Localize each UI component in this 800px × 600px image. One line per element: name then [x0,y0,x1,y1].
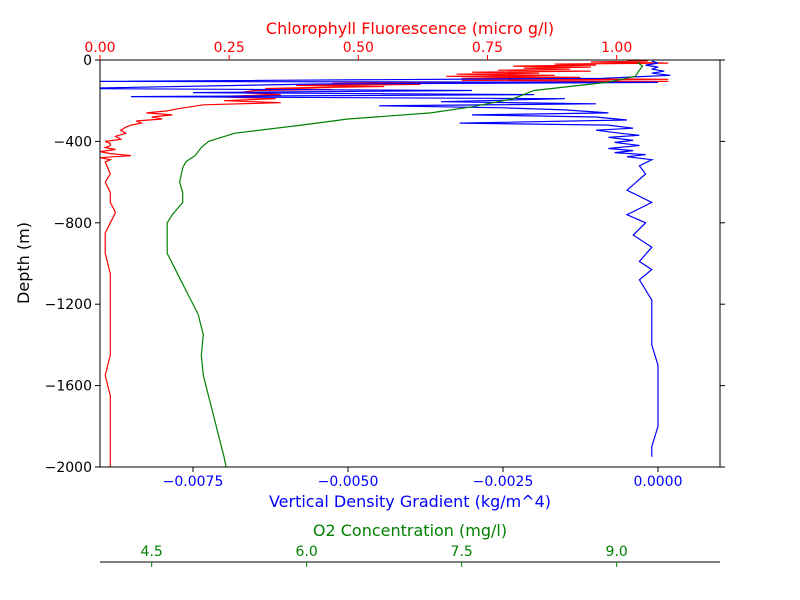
chlorophyll-tick-label: 1.00 [601,40,632,56]
o2-line [166,61,644,467]
density-tick-label: −0.0075 [163,474,224,490]
density-axis-label: Vertical Density Gradient (kg/m^4) [269,492,551,511]
y-tick-label: 0 [83,53,92,69]
density-tick-label: −0.0025 [473,474,534,490]
y-tick-label: −2000 [45,460,92,476]
chlorophyll-tick-label: 0.75 [472,40,503,56]
chlorophyll-axis-ticks: 0.00 0.25 0.50 0.75 1.00 [84,40,632,60]
chlorophyll-tick-label: 0.00 [84,40,115,56]
o2-tick-label: 6.0 [296,544,318,560]
o2-tick-label: 7.5 [451,544,473,560]
o2-axis-ticks: 4.5 6.0 7.5 9.0 [141,544,628,567]
y-axis-ticks: 0 −400 −800 −1200 −1600 −2000 [45,53,725,476]
chlorophyll-line [100,60,669,467]
y-tick-label: −1200 [45,297,92,313]
density-tick-label: −0.0050 [318,474,379,490]
y-axis-label: Depth (m) [14,222,33,304]
chlorophyll-tick-label: 0.25 [214,40,245,56]
plot-frame [99,59,721,468]
chlorophyll-axis-label: Chlorophyll Fluorescence (micro g/l) [266,19,554,38]
y-tick-label: −1600 [45,379,92,395]
o2-tick-label: 9.0 [606,544,628,560]
o2-tick-label: 4.5 [141,544,163,560]
chlorophyll-tick-label: 0.50 [343,40,374,56]
y-tick-label: −400 [54,134,92,150]
density-axis-ticks: −0.0075 −0.0050 −0.0025 0.0000 [163,467,683,490]
density-tick-label: 0.0000 [634,474,683,490]
o2-axis-label: O2 Concentration (mg/l) [313,521,507,540]
y-tick-label: −800 [54,216,92,232]
